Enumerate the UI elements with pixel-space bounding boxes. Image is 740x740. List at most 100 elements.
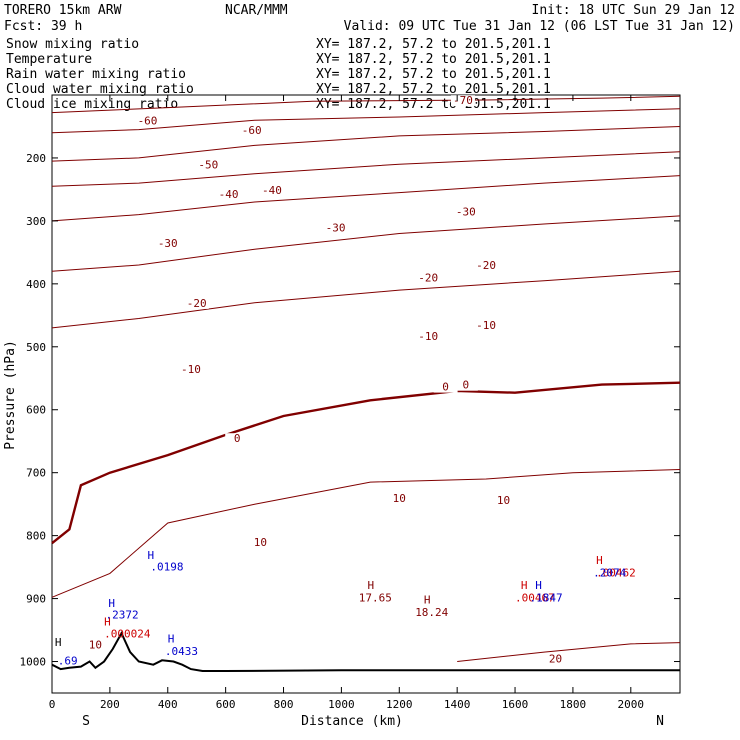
contour-label-bg xyxy=(416,272,441,284)
contour-label-bg xyxy=(433,381,458,393)
contour-label-bg xyxy=(453,206,478,218)
contour-label: 0 xyxy=(234,432,241,445)
isotherm-line xyxy=(51,215,681,272)
contour-label: -40 xyxy=(262,184,282,197)
y-tick-label: 1000 xyxy=(20,656,47,669)
contour-label-bg xyxy=(216,188,241,200)
max-value: 18.24 xyxy=(415,606,448,619)
contour-label-bg xyxy=(248,537,273,549)
contour-label: -30 xyxy=(158,237,178,250)
contour-label-bg xyxy=(387,493,412,505)
field-name: Temperature xyxy=(6,52,92,67)
field-name: Rain water mixing ratio xyxy=(6,67,186,82)
max-value: .00462 xyxy=(596,567,636,580)
y-tick-label: 800 xyxy=(26,530,46,543)
x-tick-label: 1400 xyxy=(444,698,471,711)
contour-label-bg xyxy=(543,653,568,665)
contour-label-bg xyxy=(178,363,203,375)
max-value: .0433 xyxy=(165,645,198,658)
max-value: .69 xyxy=(58,655,78,668)
max-value: .0198 xyxy=(150,560,183,573)
y-tick-label: 900 xyxy=(26,593,46,606)
max-marker: H xyxy=(535,579,542,592)
contour-label: 10 xyxy=(497,494,510,507)
contour-label-bg xyxy=(83,639,108,651)
isotherm-line xyxy=(457,642,681,662)
max-marker: H xyxy=(521,579,528,592)
max-value: .2372 xyxy=(106,609,139,622)
contour-label: -10 xyxy=(476,319,496,332)
y-tick-label: 200 xyxy=(26,152,46,165)
contour-label-bg xyxy=(196,159,221,171)
contour-labels: -60 -70 -60 -50 -40 -40 -30 -30 -30 -20 -20 -20 -10 -… xyxy=(83,94,568,666)
y-tick-label: 600 xyxy=(26,404,46,417)
contour-label-bg xyxy=(491,494,516,506)
contour-label: -40 xyxy=(219,188,239,201)
field-name: Cloud water mixing ratio xyxy=(6,82,194,97)
field-name: Cloud ice mixing ratio xyxy=(6,97,178,112)
x-tick-label: 2000 xyxy=(618,698,645,711)
contour-label: -30 xyxy=(456,206,476,219)
isotherm-line xyxy=(51,126,681,162)
max-value: .00467 xyxy=(515,592,555,605)
contour-label: -60 xyxy=(138,114,158,127)
isotherm-line xyxy=(51,175,681,222)
contour-label-bg xyxy=(239,124,264,136)
south-end-label: S xyxy=(82,714,90,729)
terrain-profile xyxy=(51,630,680,672)
x-tick-label: 1200 xyxy=(386,698,413,711)
x-tick-label: 1800 xyxy=(560,698,587,711)
isotherm-line xyxy=(51,469,681,598)
north-end-label: N xyxy=(656,714,664,729)
init-time: Init: 18 UTC Sun 29 Jan 12 xyxy=(532,3,736,18)
max-value: 17.65 xyxy=(359,592,392,605)
contour-label: -20 xyxy=(476,259,496,272)
max-value: .2074 xyxy=(593,567,626,580)
isotherm-lines xyxy=(51,95,681,662)
x-tick-label: 800 xyxy=(274,698,294,711)
x-tick-label: 1600 xyxy=(502,698,529,711)
y-tick-label: 300 xyxy=(26,215,46,228)
x-tick-label: 200 xyxy=(100,698,120,711)
contour-label: -20 xyxy=(187,297,207,310)
contour-label-bg xyxy=(225,433,250,445)
max-value: .000024 xyxy=(104,628,151,641)
plot-frame xyxy=(51,94,681,694)
field-xy-range: XY= 187.2, 57.2 to 201.5,201.1 xyxy=(316,37,551,52)
max-marker: H xyxy=(596,554,603,567)
contour-label-bg xyxy=(453,379,478,391)
terrain-line xyxy=(51,630,680,672)
center-title: NCAR/MMM xyxy=(225,3,288,18)
y-axis-label: Pressure (hPa) xyxy=(3,340,18,450)
contour-label: 0 xyxy=(442,381,449,394)
contour-label-bg xyxy=(416,331,441,343)
isotherm-line xyxy=(51,108,681,134)
y-tick-label: 700 xyxy=(26,467,46,480)
max-marker: H xyxy=(104,616,111,629)
contour-label: 10 xyxy=(393,492,406,505)
x-tick-label: 0 xyxy=(49,698,56,711)
max-marker: H xyxy=(424,594,431,607)
contour-label-bg xyxy=(474,319,499,331)
isotherm-line xyxy=(51,151,681,187)
field-name: Snow mixing ratio xyxy=(6,37,139,52)
forecast-hour: Fcst: 39 h xyxy=(4,19,82,34)
contour-label: 20 xyxy=(549,653,562,666)
isotherm-line xyxy=(51,270,681,329)
contour-label: -30 xyxy=(326,221,346,234)
max-marker: H xyxy=(108,597,115,610)
contour-label-bg xyxy=(323,222,348,234)
field-xy-range: XY= 187.2, 57.2 to 201.5,201.1 xyxy=(316,82,551,97)
x-tick-label: 400 xyxy=(158,698,178,711)
max-marker: H xyxy=(148,549,155,562)
x-tick-label: 1000 xyxy=(328,698,355,711)
max-marker: H xyxy=(55,636,62,649)
contour-label-bg xyxy=(259,185,284,197)
x-tick-label: 600 xyxy=(216,698,236,711)
contour-label: -70 xyxy=(453,94,473,107)
field-xy-range: XY= 187.2, 57.2 to 201.5,201.1 xyxy=(316,52,551,67)
x-axis-label: Distance (km) xyxy=(301,714,403,729)
